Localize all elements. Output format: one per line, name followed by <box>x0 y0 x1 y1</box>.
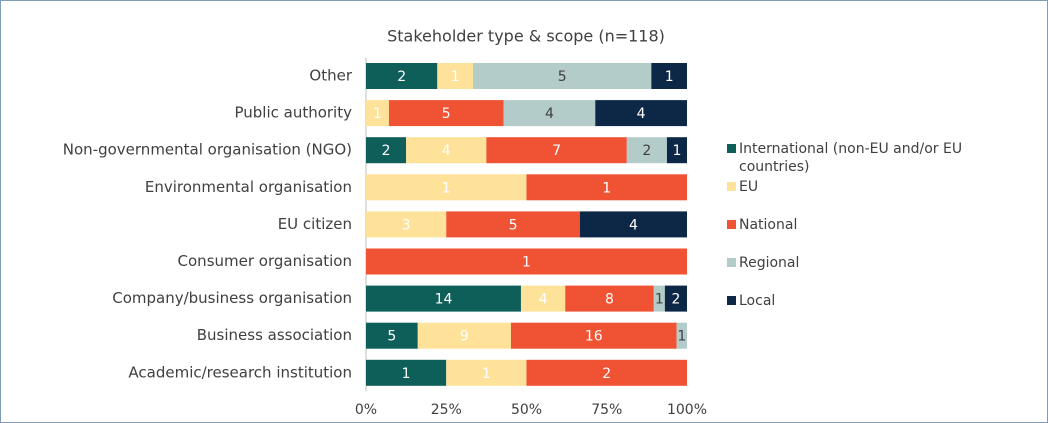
legend-label: Local <box>739 293 776 309</box>
legend-item: EU <box>727 178 1027 196</box>
bar-segment <box>417 322 511 349</box>
data-label: 1 <box>602 180 611 196</box>
legend-item: Regional <box>727 254 1027 272</box>
data-label: 5 <box>442 106 451 122</box>
legend-swatch <box>727 296 736 305</box>
legend-label: EU <box>739 179 759 195</box>
data-label: 2 <box>642 143 651 159</box>
bar-segment <box>503 100 596 127</box>
bar-segment <box>565 285 654 312</box>
y-tick-label: EU citizen <box>278 215 352 233</box>
y-tick-label: Consumer organisation <box>178 252 352 270</box>
bar-segment <box>526 174 687 201</box>
data-label: 4 <box>442 143 451 159</box>
legend-label: National <box>739 217 798 233</box>
legend-swatch <box>727 144 736 153</box>
legend-swatch <box>727 220 736 229</box>
y-tick-label: Company/business organisation <box>112 289 352 307</box>
bar-segment <box>595 100 687 127</box>
y-tick-label: Business association <box>197 326 352 344</box>
data-label: 5 <box>387 329 396 345</box>
bar-segment <box>366 63 438 89</box>
y-tick-label: Public authority <box>234 104 352 122</box>
bar-segment <box>526 359 687 386</box>
data-label: 1 <box>442 180 451 196</box>
x-tick-label: 100% <box>667 402 707 418</box>
bar-segment <box>446 359 527 386</box>
bar-segment <box>486 137 627 164</box>
data-label: 4 <box>539 292 548 308</box>
data-label: 2 <box>397 69 406 85</box>
data-label: 14 <box>435 292 453 308</box>
legend-item: Local <box>727 292 1027 310</box>
data-label: 5 <box>509 217 518 233</box>
bar-segment <box>446 211 580 238</box>
data-label: 1 <box>677 329 686 345</box>
legend-label: Regional <box>739 255 800 271</box>
data-label: 1 <box>522 255 531 271</box>
data-label: 1 <box>665 69 674 85</box>
bar-segment <box>366 322 418 349</box>
bar-segment <box>366 137 407 164</box>
bar-segment <box>580 211 687 238</box>
legend-swatch <box>727 182 736 191</box>
data-label: 4 <box>637 106 646 122</box>
data-label: 1 <box>482 366 491 382</box>
bar-segment <box>520 285 566 312</box>
bar-segment <box>626 137 667 164</box>
bar-segment <box>676 322 687 349</box>
data-label: 8 <box>605 292 614 308</box>
legend-swatch <box>727 258 736 267</box>
bar-segment <box>437 63 473 89</box>
bar-segment <box>366 359 447 386</box>
x-tick-label: 25% <box>431 402 462 418</box>
y-tick-label: Academic/research institution <box>128 363 352 381</box>
data-label: 7 <box>552 143 561 159</box>
legend-item: International (non-EU and/or EU countrie… <box>727 140 1027 176</box>
y-tick-label: Non-governmental organisation (NGO) <box>63 141 352 159</box>
bar-segment <box>366 285 521 312</box>
x-tick-label: 0% <box>355 402 377 418</box>
data-label: 4 <box>545 106 554 122</box>
bar-segment <box>366 211 447 238</box>
data-label: 2 <box>602 366 611 382</box>
bar-segment <box>510 322 677 349</box>
legend-label: International (non-EU and/or EU countrie… <box>739 141 963 175</box>
data-label: 1 <box>655 292 664 308</box>
data-label: 9 <box>460 329 469 345</box>
bar-segment <box>388 100 504 127</box>
bar-segment <box>406 137 487 164</box>
x-tick-label: 75% <box>591 402 622 418</box>
data-label: 2 <box>382 143 391 159</box>
bar-segment <box>653 285 665 312</box>
x-tick-label: 50% <box>511 402 542 418</box>
legend: International (non-EU and/or EU countrie… <box>727 140 1027 310</box>
data-label: 2 <box>671 292 680 308</box>
bar-segment <box>366 248 687 275</box>
data-label: 5 <box>558 69 567 85</box>
data-label: 1 <box>373 106 382 122</box>
legend-item: National <box>727 216 1027 234</box>
bar-segment <box>666 137 687 164</box>
data-label: 1 <box>451 69 460 85</box>
bar-segment <box>473 63 652 89</box>
bar-segment <box>651 63 687 89</box>
chart-title: Stakeholder type & scope (n=118) <box>387 27 665 46</box>
data-label: 4 <box>629 217 638 233</box>
data-label: 3 <box>402 217 411 233</box>
bar-segment <box>366 174 527 201</box>
data-label: 16 <box>585 329 603 345</box>
bar-segment <box>664 285 687 312</box>
bar-segment <box>366 100 389 127</box>
data-label: 1 <box>402 366 411 382</box>
y-tick-label: Other <box>309 67 352 85</box>
data-label: 1 <box>673 143 682 159</box>
y-tick-label: Environmental organisation <box>145 178 352 196</box>
